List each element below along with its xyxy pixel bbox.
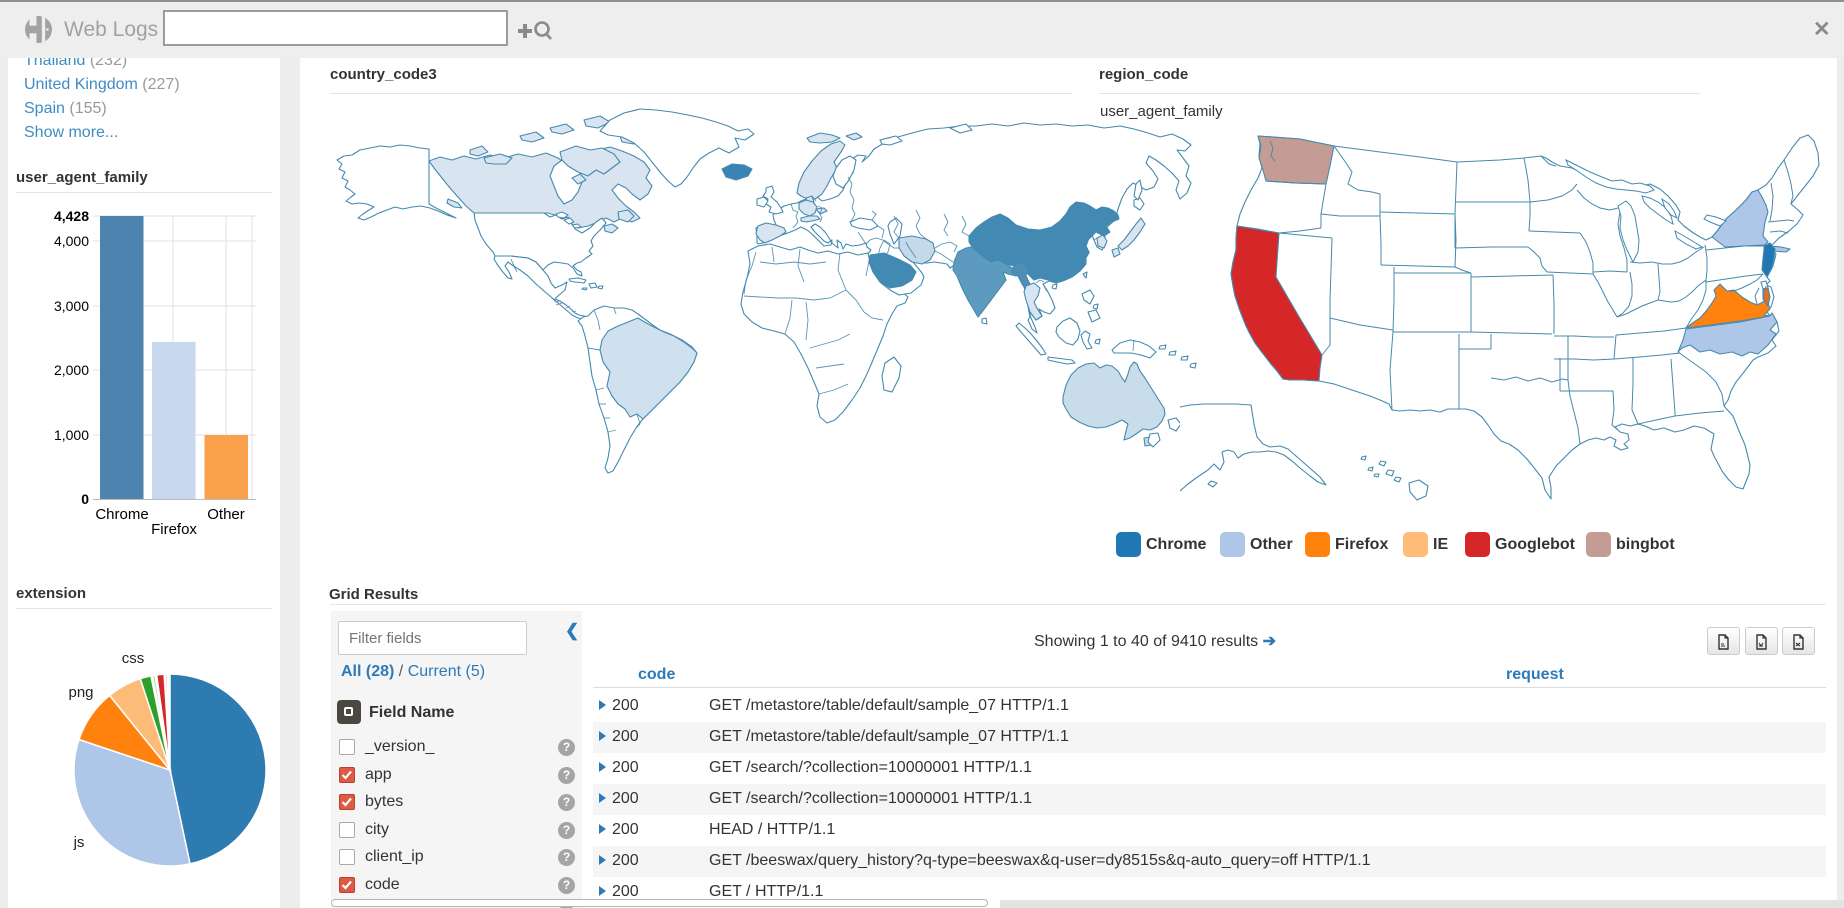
- svg-text:Chrome: Chrome: [95, 506, 148, 523]
- svg-text:4,000: 4,000: [54, 233, 89, 249]
- svg-text:2,000: 2,000: [54, 362, 89, 378]
- svg-text:Firefox: Firefox: [151, 521, 197, 538]
- svg-text:1,000: 1,000: [54, 427, 89, 443]
- svg-text:Other: Other: [207, 506, 245, 523]
- svg-text:png: png: [68, 684, 93, 701]
- svg-text:css: css: [122, 650, 145, 667]
- svg-text:4,428: 4,428: [54, 208, 89, 224]
- svg-text:js: js: [73, 834, 85, 851]
- svg-text:3,000: 3,000: [54, 298, 89, 314]
- svg-text:0: 0: [81, 491, 89, 507]
